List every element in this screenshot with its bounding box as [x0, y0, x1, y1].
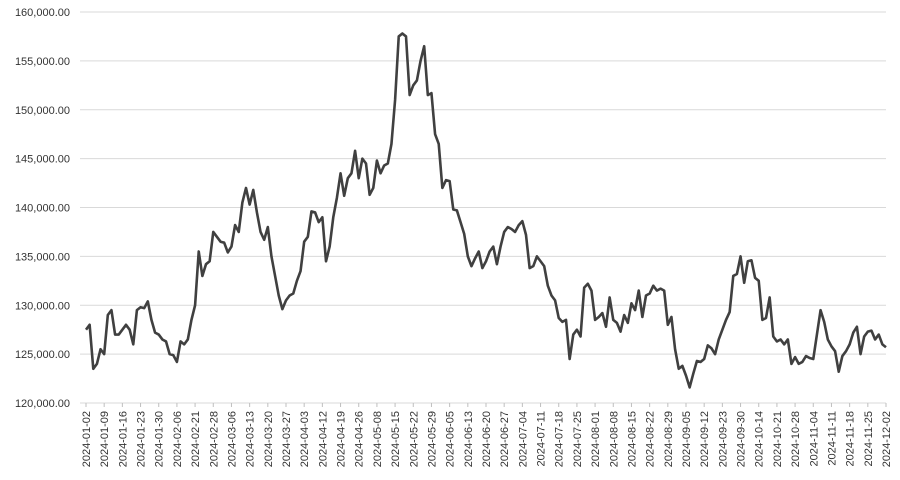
x-tick-label: 2024-06-20: [481, 411, 493, 467]
y-tick-label: 150,000.00: [15, 105, 70, 117]
y-tick-label: 160,000.00: [15, 7, 70, 19]
x-tick-label: 2024-07-11: [536, 411, 548, 466]
x-tick-label: 2024-08-01: [590, 411, 602, 467]
x-tick-label: 2024-01-23: [136, 411, 148, 467]
x-tick-label: 2024-08-08: [608, 411, 620, 467]
x-tick-label: 2024-04-12: [317, 411, 329, 467]
x-tick-label: 2024-08-22: [645, 411, 657, 467]
x-tick-label: 2024-12-02: [881, 411, 893, 467]
x-tick-label: 2024-11-04: [808, 411, 820, 466]
x-tick-label: 2024-03-27: [281, 411, 293, 467]
y-tick-label: 120,000.00: [15, 398, 70, 410]
x-tick-label: 2024-06-13: [463, 411, 475, 467]
x-tick-label: 2024-11-25: [863, 411, 875, 466]
x-tick-label: 2024-05-15: [390, 411, 402, 467]
y-tick-label: 135,000.00: [15, 251, 70, 263]
x-tick-label: 2024-02-06: [172, 411, 184, 467]
x-tick-label: 2024-02-28: [208, 411, 220, 467]
x-tick-label: 2024-09-12: [699, 411, 711, 467]
y-tick-label: 140,000.00: [15, 203, 70, 215]
x-tick-label: 2024-09-05: [681, 411, 693, 467]
x-tick-label: 2024-02-21: [190, 411, 202, 467]
y-tick-label: 125,000.00: [15, 349, 70, 361]
x-tick-label: 2024-04-03: [299, 411, 311, 467]
x-tick-label: 2024-05-22: [408, 411, 420, 467]
x-tick-label: 2024-07-25: [572, 411, 584, 467]
x-tick-label: 2024-09-30: [736, 411, 748, 467]
x-tick-label: 2024-06-27: [499, 411, 511, 467]
x-tick-label: 2024-03-20: [263, 411, 275, 467]
x-tick-label: 2024-05-08: [372, 411, 384, 467]
series-line: [84, 32, 887, 389]
x-tick-label: 2024-11-18: [845, 411, 857, 466]
x-tick-label: 2024-08-29: [663, 411, 675, 467]
x-tick-label: 2024-04-26: [354, 411, 366, 467]
x-tick-label: 2024-07-04: [517, 411, 529, 467]
x-tick-label: 2024-08-15: [626, 411, 638, 467]
x-tick-label: 2024-10-21: [772, 411, 784, 467]
y-tick-label: 145,000.00: [15, 154, 70, 166]
x-tick-label: 2024-01-09: [99, 411, 111, 467]
x-tick-label: 2024-05-29: [426, 411, 438, 467]
x-tick-label: 2024-10-14: [754, 411, 766, 467]
y-tick-label: 130,000.00: [15, 300, 70, 312]
x-tick-label: 2024-07-18: [554, 411, 566, 467]
x-tick-label: 2024-06-05: [445, 411, 457, 467]
x-tick-label: 2024-01-02: [81, 411, 93, 467]
x-tick-label: 2024-01-16: [117, 411, 129, 467]
x-tick-label: 2024-11-11: [826, 411, 838, 466]
x-tick-label: 2024-03-06: [226, 411, 238, 467]
x-tick-label: 2024-09-23: [717, 411, 729, 467]
x-tick-label: 2024-04-19: [336, 411, 348, 467]
x-tick-label: 2024-03-13: [245, 411, 257, 467]
y-tick-label: 155,000.00: [15, 56, 70, 68]
x-tick-label: 2024-10-28: [790, 411, 802, 467]
x-tick-label: 2024-01-30: [154, 411, 166, 467]
